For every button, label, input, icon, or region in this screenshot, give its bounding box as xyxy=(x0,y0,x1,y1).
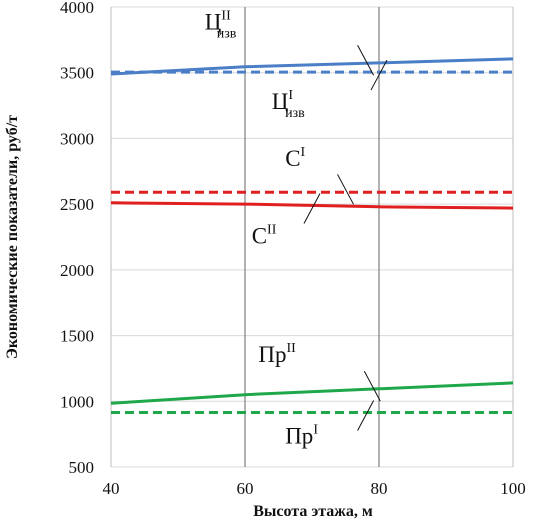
x-tick-label-100: 100 xyxy=(500,479,526,498)
annotation-profit_I: ПрI xyxy=(285,422,318,448)
y-tick-label-3000: 3000 xyxy=(60,129,94,148)
annotations: ЦII изв ЦI изв СI СII ПрII ПрI xyxy=(205,8,388,448)
annotation-profit_II: ПрII xyxy=(258,341,296,367)
y-tick-label-500: 500 xyxy=(69,458,95,477)
series-lines xyxy=(110,57,514,414)
x-tick-label-40: 40 xyxy=(103,479,120,498)
leader-line-profit_I xyxy=(357,400,375,431)
y-tick-label-1000: 1000 xyxy=(60,392,94,411)
y-tick-label-3500: 3500 xyxy=(60,64,94,83)
annotation-cost_II: СII xyxy=(252,223,277,249)
x-tick-label-60: 60 xyxy=(237,479,254,498)
y-tick-label-1500: 1500 xyxy=(60,327,94,346)
y-tick-label-4000: 4000 xyxy=(60,0,94,17)
annotation-price_I: ЦI изв xyxy=(272,88,305,121)
tick-labels: 500 1000 1500 2000 2500 3000 3500 4000 40 60 80 100 xyxy=(60,0,526,498)
annotation-cost_I: СI xyxy=(285,145,305,171)
x-axis-title: Высота этажа, м xyxy=(253,503,373,520)
y-tick-label-2500: 2500 xyxy=(60,195,94,214)
series-line-cost_II xyxy=(110,201,514,210)
y-axis-title: Экономические показатели, руб/т xyxy=(4,115,21,359)
y-tick-label-2000: 2000 xyxy=(60,261,94,280)
leader-line-price_II xyxy=(357,45,375,76)
leader-line-cost_I xyxy=(337,174,354,205)
annotation-price_II: ЦII изв xyxy=(205,8,237,41)
leader-line-profit_II xyxy=(363,370,381,402)
leader-line-price_I xyxy=(370,59,388,91)
x-tick-label-80: 80 xyxy=(371,479,388,498)
series-line-price_II xyxy=(110,57,514,76)
series-line-profit_II xyxy=(110,381,514,405)
leader-line-cost_II xyxy=(303,193,321,224)
